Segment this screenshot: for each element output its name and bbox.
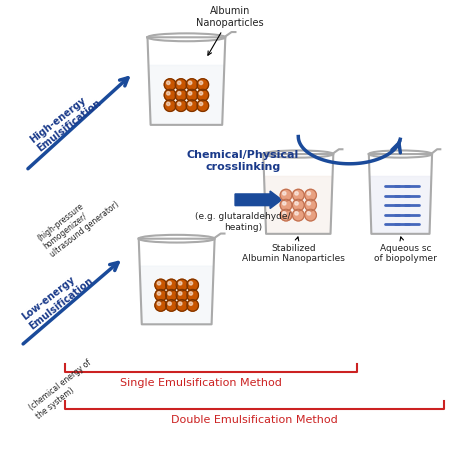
Circle shape: [295, 191, 298, 195]
Circle shape: [176, 300, 188, 311]
Circle shape: [295, 211, 298, 215]
Circle shape: [189, 302, 192, 305]
Circle shape: [157, 292, 161, 295]
Circle shape: [165, 279, 177, 291]
Circle shape: [188, 102, 192, 106]
Text: (high-pressure
homogenizer/
ultrasound generator): (high-pressure homogenizer/ ultrasound g…: [36, 183, 121, 259]
Text: Double Emulsification Method: Double Emulsification Method: [171, 415, 338, 425]
Circle shape: [307, 201, 310, 205]
Circle shape: [179, 302, 182, 305]
Polygon shape: [370, 176, 431, 234]
Circle shape: [305, 189, 316, 201]
Circle shape: [187, 300, 199, 311]
Circle shape: [164, 100, 176, 111]
Circle shape: [283, 201, 286, 205]
Text: Aqueous sc
of biopolymer: Aqueous sc of biopolymer: [374, 237, 437, 263]
Circle shape: [295, 201, 298, 205]
Circle shape: [189, 292, 192, 295]
Text: Low-energy
Emulsification: Low-energy Emulsification: [20, 266, 95, 331]
Circle shape: [186, 79, 198, 91]
Circle shape: [199, 102, 203, 106]
Circle shape: [177, 102, 181, 106]
Text: Stabilized
Albumin Nanoparticles: Stabilized Albumin Nanoparticles: [242, 237, 345, 263]
Circle shape: [164, 79, 176, 91]
Circle shape: [155, 300, 166, 311]
Text: Albumin
Nanoparticles: Albumin Nanoparticles: [196, 6, 264, 55]
Circle shape: [168, 302, 172, 305]
Circle shape: [157, 282, 161, 285]
Text: High-energy
Emulsification: High-energy Emulsification: [28, 89, 103, 154]
Circle shape: [280, 189, 292, 201]
Circle shape: [199, 91, 203, 95]
Circle shape: [177, 91, 181, 95]
Circle shape: [165, 300, 177, 311]
Circle shape: [187, 279, 199, 291]
Polygon shape: [264, 176, 333, 234]
Circle shape: [175, 100, 187, 111]
Circle shape: [166, 91, 170, 95]
Circle shape: [199, 81, 203, 84]
Circle shape: [168, 292, 172, 295]
Circle shape: [179, 282, 182, 285]
Circle shape: [307, 211, 310, 215]
Circle shape: [280, 199, 292, 211]
Polygon shape: [140, 266, 214, 324]
Circle shape: [166, 81, 170, 84]
Circle shape: [292, 199, 304, 211]
Text: (e.g. glutaraldehyde/
heating): (e.g. glutaraldehyde/ heating): [195, 212, 291, 232]
Circle shape: [165, 289, 177, 301]
Polygon shape: [148, 65, 224, 125]
Circle shape: [283, 191, 286, 195]
Circle shape: [179, 292, 182, 295]
Circle shape: [188, 81, 192, 84]
Circle shape: [189, 282, 192, 285]
Circle shape: [197, 100, 209, 111]
FancyArrow shape: [235, 191, 282, 209]
Circle shape: [280, 209, 292, 221]
Circle shape: [186, 89, 198, 101]
Circle shape: [186, 100, 198, 111]
Circle shape: [197, 89, 209, 101]
Circle shape: [164, 89, 176, 101]
Circle shape: [197, 79, 209, 91]
Circle shape: [292, 189, 304, 201]
Circle shape: [283, 211, 286, 215]
Circle shape: [176, 289, 188, 301]
Circle shape: [157, 302, 161, 305]
Circle shape: [175, 89, 187, 101]
Circle shape: [175, 79, 187, 91]
Circle shape: [155, 279, 166, 291]
Circle shape: [292, 209, 304, 221]
Circle shape: [166, 102, 170, 106]
Circle shape: [305, 209, 316, 221]
Circle shape: [177, 81, 181, 84]
Circle shape: [305, 199, 316, 211]
Text: (chemical energy of
the system): (chemical energy of the system): [28, 358, 100, 420]
Circle shape: [176, 279, 188, 291]
Circle shape: [155, 289, 166, 301]
Circle shape: [187, 289, 199, 301]
Circle shape: [168, 282, 172, 285]
Text: Chemical/Physical
crosslinking: Chemical/Physical crosslinking: [187, 150, 299, 172]
Circle shape: [307, 191, 310, 195]
Text: Single Emulsification Method: Single Emulsification Method: [120, 378, 282, 388]
Circle shape: [188, 91, 192, 95]
